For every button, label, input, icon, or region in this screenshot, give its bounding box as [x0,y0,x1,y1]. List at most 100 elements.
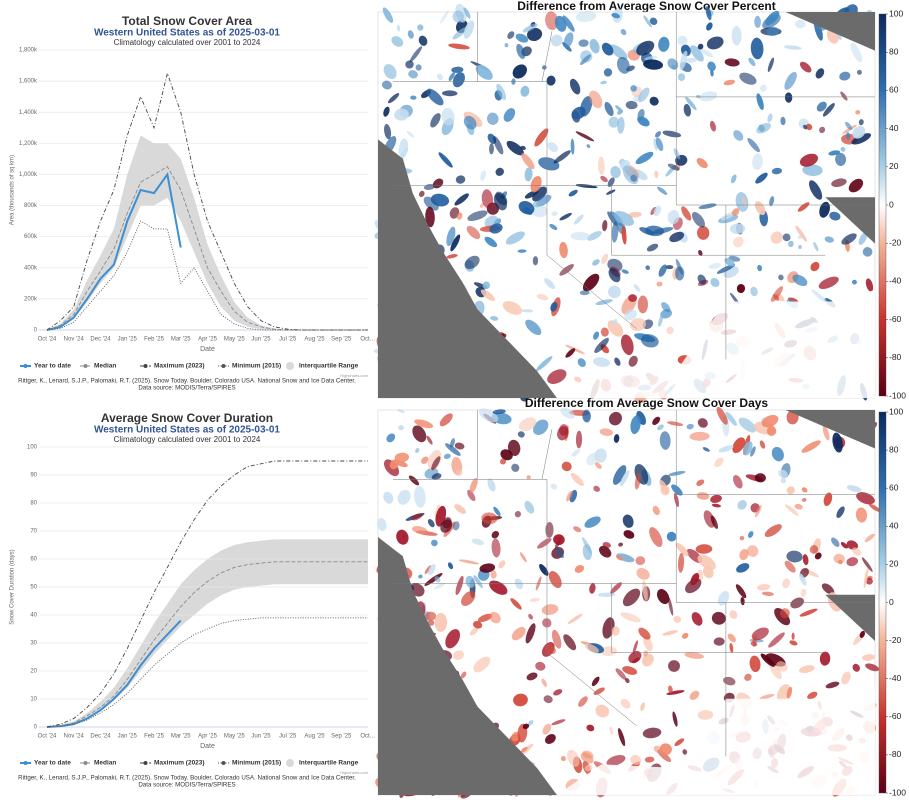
map-texture [644,55,658,61]
map-outside [825,197,875,244]
x-tick-label: Aug '25 [304,734,325,740]
map-texture [528,613,534,620]
colorbar-tick-label: 20 [889,559,899,569]
map-texture [765,10,780,26]
map-texture [799,61,812,73]
map-ocean [378,537,557,795]
map-texture [732,208,740,217]
map-texture [805,123,813,131]
map-texture [594,337,609,354]
colorbar-tick-label: 20 [889,161,899,171]
map-texture [600,646,617,656]
map-texture [788,240,794,248]
map-texture [507,31,515,39]
x-tick-label: Feb '25 [144,337,164,343]
colorbar-tick-label: -80 [889,749,902,759]
map-texture [729,610,738,619]
map-texture [424,565,432,575]
state-border [541,429,553,480]
map-texture [731,25,742,46]
map-texture [738,417,757,433]
map-texture [547,369,567,384]
map-texture [587,230,602,241]
map-texture [584,764,593,772]
map-texture [636,40,655,56]
map-texture [833,553,845,564]
map-texture [632,640,638,655]
map-texture [553,150,571,164]
map-texture [537,538,552,549]
colorbar-tick-label: -40 [889,673,902,683]
map-texture [840,542,848,549]
map-texture [742,441,753,456]
map-texture [431,456,441,471]
map-texture [668,685,673,694]
map-texture [784,92,793,103]
map-texture [748,57,756,67]
colorbar-tick-label: -20 [889,635,902,645]
map-texture [858,119,864,126]
y-tick-label: 1,400k [19,110,38,116]
map-texture [396,24,401,32]
chart-subtitle: Western United States as of 2025-03-01 [94,28,280,39]
map-texture [394,108,409,121]
legend-marker [23,761,28,765]
map-texture [431,473,442,480]
map-texture [839,71,851,81]
map-texture [638,627,651,640]
map-texture [529,598,540,602]
map-texture [645,265,651,271]
series-line [46,460,368,728]
map-texture [710,278,720,288]
map-texture [445,629,461,649]
map-texture [658,314,664,327]
map-texture [525,623,536,644]
map-texture [546,75,556,86]
map-texture [387,93,400,104]
map-texture [757,264,763,272]
map-texture [518,200,535,215]
map-texture [461,591,476,606]
map-texture [739,535,745,541]
map-texture [455,175,466,184]
map-texture [746,545,759,557]
y-tick-label: 40 [30,613,37,619]
map-texture [667,163,680,171]
map-texture [800,588,807,597]
map-texture [697,710,714,720]
map-texture [846,132,851,140]
map-texture [489,580,508,595]
legend-marker [221,761,226,765]
map-texture [550,302,558,312]
map-texture [819,126,826,134]
map-texture [661,302,671,313]
map-texture [430,539,438,547]
map-title: Difference from Average Snow Cover Days [525,396,769,410]
map-texture [561,461,572,472]
x-tick-label: Oct… [360,337,375,343]
map-texture [778,469,788,479]
map-texture [491,538,501,558]
map-texture [699,91,718,102]
map-texture [768,632,785,648]
x-tick-label: Jul '25 [279,337,297,343]
colorbar [878,13,887,397]
map-texture [398,425,405,431]
legend-marker [83,761,88,765]
map-texture [784,71,797,90]
map-texture [710,69,714,77]
map-texture [456,212,463,220]
map-texture [711,611,726,625]
map-texture [697,274,707,285]
map-texture [544,278,556,290]
map-texture [542,723,552,735]
map-texture [428,564,436,576]
map-texture [439,413,453,427]
map-outside [785,12,875,51]
y-tick-label: 600k [24,234,38,240]
map-texture [846,557,859,567]
y-axis-label: Snow Cover Duration (days) [10,549,16,624]
map-texture [637,116,650,127]
map-texture [617,116,625,134]
map-texture [622,514,634,528]
